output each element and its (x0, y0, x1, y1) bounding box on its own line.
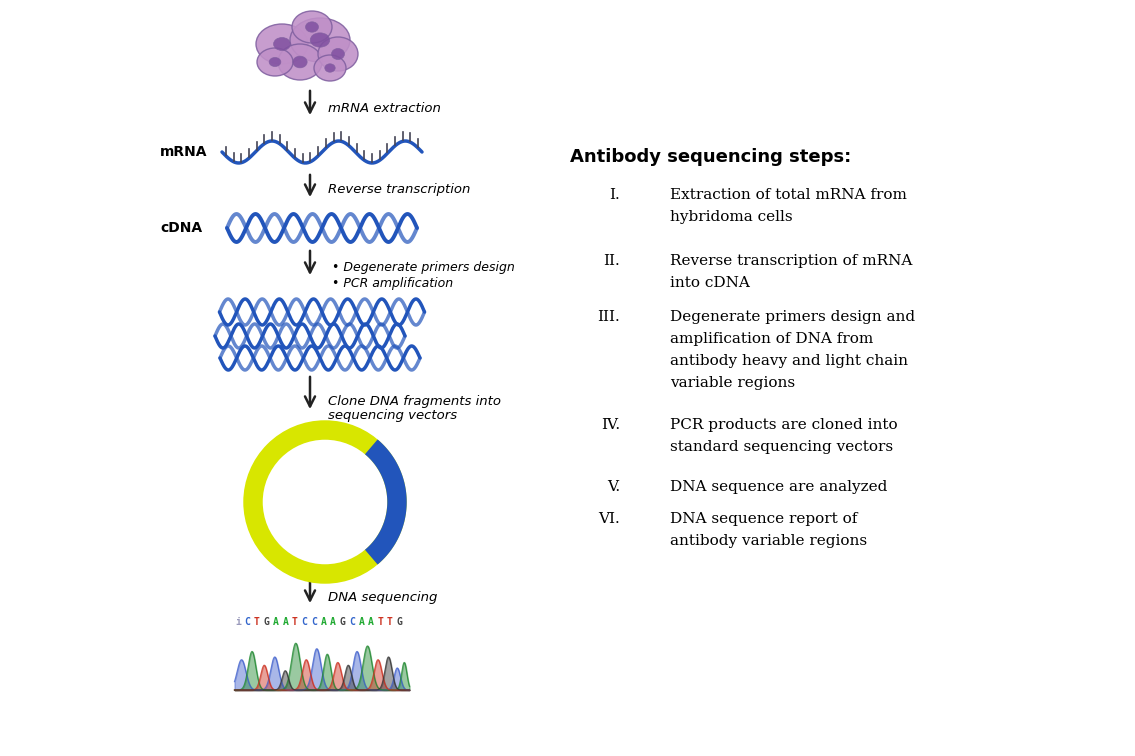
Text: • Degenerate primers design: • Degenerate primers design (333, 262, 515, 274)
Text: hybridoma cells: hybridoma cells (670, 210, 792, 224)
Ellipse shape (325, 64, 335, 73)
Ellipse shape (331, 48, 345, 60)
Text: C: C (302, 617, 308, 627)
Text: mRNA: mRNA (160, 145, 208, 159)
Text: II.: II. (603, 254, 620, 268)
Text: IV.: IV. (600, 418, 620, 432)
Ellipse shape (278, 44, 322, 80)
Text: A: A (330, 617, 336, 627)
Text: • PCR amplification: • PCR amplification (333, 277, 453, 290)
Text: A: A (359, 617, 364, 627)
Text: III.: III. (597, 310, 620, 324)
Text: A: A (274, 617, 279, 627)
Text: T: T (378, 617, 384, 627)
Text: DNA sequence are analyzed: DNA sequence are analyzed (670, 480, 888, 494)
Ellipse shape (257, 48, 293, 76)
Text: G: G (339, 617, 345, 627)
Text: C: C (350, 617, 355, 627)
Text: A: A (368, 617, 373, 627)
Text: T: T (254, 617, 260, 627)
Ellipse shape (291, 18, 350, 62)
Text: sequencing vectors: sequencing vectors (328, 410, 457, 423)
Text: A: A (320, 617, 327, 627)
Text: i: i (235, 617, 241, 627)
Ellipse shape (274, 38, 291, 51)
Ellipse shape (314, 55, 346, 81)
Text: Clone DNA fragments into: Clone DNA fragments into (328, 395, 501, 408)
Text: Reverse transcription of mRNA: Reverse transcription of mRNA (670, 254, 913, 268)
Text: G: G (263, 617, 269, 627)
Text: DNA sequence report of: DNA sequence report of (670, 512, 857, 526)
Text: into cDNA: into cDNA (670, 276, 750, 290)
Ellipse shape (257, 24, 308, 64)
Text: cDNA: cDNA (160, 221, 202, 235)
Text: variable regions: variable regions (670, 376, 796, 390)
Ellipse shape (305, 22, 319, 33)
Ellipse shape (293, 56, 308, 68)
Text: V.: V. (607, 480, 620, 494)
Text: Degenerate primers design and: Degenerate primers design and (670, 310, 915, 324)
Text: T: T (387, 617, 393, 627)
Text: amplification of DNA from: amplification of DNA from (670, 332, 873, 346)
Text: I.: I. (609, 188, 620, 202)
Ellipse shape (318, 37, 358, 71)
Text: G: G (396, 617, 403, 627)
Text: antibody heavy and light chain: antibody heavy and light chain (670, 354, 908, 368)
Text: VI.: VI. (598, 512, 620, 526)
Text: antibody variable regions: antibody variable regions (670, 534, 867, 548)
Text: Reverse transcription: Reverse transcription (328, 184, 470, 197)
Text: PCR products are cloned into: PCR products are cloned into (670, 418, 898, 432)
Text: T: T (292, 617, 297, 627)
Ellipse shape (292, 11, 333, 43)
Ellipse shape (269, 57, 280, 67)
Text: C: C (311, 617, 317, 627)
Text: mRNA extraction: mRNA extraction (328, 101, 440, 114)
Ellipse shape (310, 33, 330, 47)
Text: standard sequencing vectors: standard sequencing vectors (670, 440, 893, 454)
Text: DNA sequencing: DNA sequencing (328, 591, 437, 605)
Text: C: C (244, 617, 251, 627)
Text: Extraction of total mRNA from: Extraction of total mRNA from (670, 188, 907, 202)
Text: A: A (283, 617, 288, 627)
Text: Antibody sequencing steps:: Antibody sequencing steps: (570, 148, 851, 166)
